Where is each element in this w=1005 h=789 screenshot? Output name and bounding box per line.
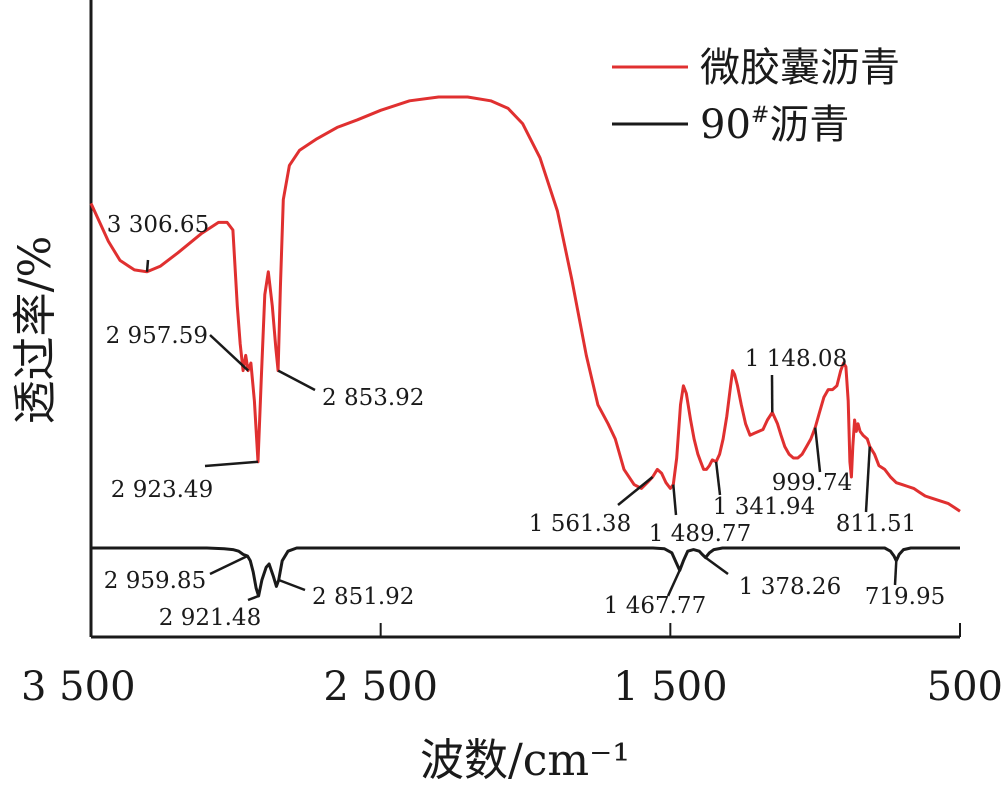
annotation-leader-10 [209, 554, 249, 576]
annotation-leader-0 [145, 259, 150, 272]
series-line-90-asphalt [91, 546, 960, 598]
annotation-label-10: 2 959.85 [104, 568, 206, 594]
x-axis-ticks [90, 623, 961, 637]
legend: 微胶囊沥青 90#沥青 [612, 45, 900, 148]
annotation-leader-2 [204, 460, 259, 468]
annotation-label-5: 1 489.77 [649, 521, 751, 547]
annotation-leader-13 [666, 569, 681, 597]
annotation-leader-14 [704, 556, 729, 576]
annotation-label-0: 3 306.65 [107, 212, 209, 238]
annotation-label-6: 1 341.94 [713, 494, 815, 520]
annotation-leader-11 [247, 594, 260, 602]
annotation-leader-1 [209, 334, 249, 372]
annotation-leader-15 [893, 560, 898, 586]
annotation-label-1: 2 957.59 [106, 323, 208, 349]
annotation-label-9: 811.51 [836, 511, 916, 537]
annotation-label-8: 999.74 [772, 470, 852, 496]
x-tick-label-3500: 3 500 [21, 664, 136, 710]
x-axis-tick-labels: 3 500 2 500 1 500 500 [21, 664, 1003, 710]
annotation-leader-6 [714, 461, 722, 496]
legend-label-90-superscript: # [751, 103, 769, 128]
annotation-label-14: 1 378.26 [739, 574, 841, 600]
annotation-leader-4 [617, 476, 654, 506]
annotation-label-13: 1 467.77 [604, 593, 706, 619]
annotation-leader-12 [278, 578, 306, 592]
legend-label-90-asphalt: 90#沥青 [700, 102, 849, 148]
legend-label-微胶囊沥青: 微胶囊沥青 [700, 45, 900, 91]
annotation-label-2: 2 923.49 [111, 477, 213, 503]
x-tick-label-2500: 2 500 [323, 664, 438, 710]
annotation-label-3: 2 853.92 [322, 385, 424, 411]
series-layer [89, 95, 961, 598]
peak-annotations: 3 306.65 2 957.59 2 923.49 2 853.92 1 561.38… [104, 212, 945, 631]
y-axis-title: 透过率/% [10, 236, 61, 425]
annotation-label-4: 1 561.38 [529, 511, 631, 537]
annotation-leader-5 [672, 484, 678, 516]
x-tick-label-1500: 1 500 [613, 664, 728, 710]
x-axis-title: 波数/cm⁻¹ [420, 735, 630, 786]
x-tick-label-500: 500 [927, 664, 1003, 710]
annotation-label-12: 2 851.92 [312, 584, 414, 610]
annotation-label-7: 1 148.08 [745, 346, 847, 372]
legend-label-90-number: 90 [700, 102, 751, 148]
annotation-label-11: 2 921.48 [159, 605, 261, 631]
series-line-microcapsule-asphalt [89, 95, 961, 513]
annotation-leader-8 [813, 427, 822, 473]
annotation-label-15: 719.95 [865, 584, 945, 610]
legend-label-90-suffix: 沥青 [769, 102, 849, 148]
annotation-leader-3 [277, 369, 316, 392]
annotation-leader-9 [864, 446, 872, 513]
